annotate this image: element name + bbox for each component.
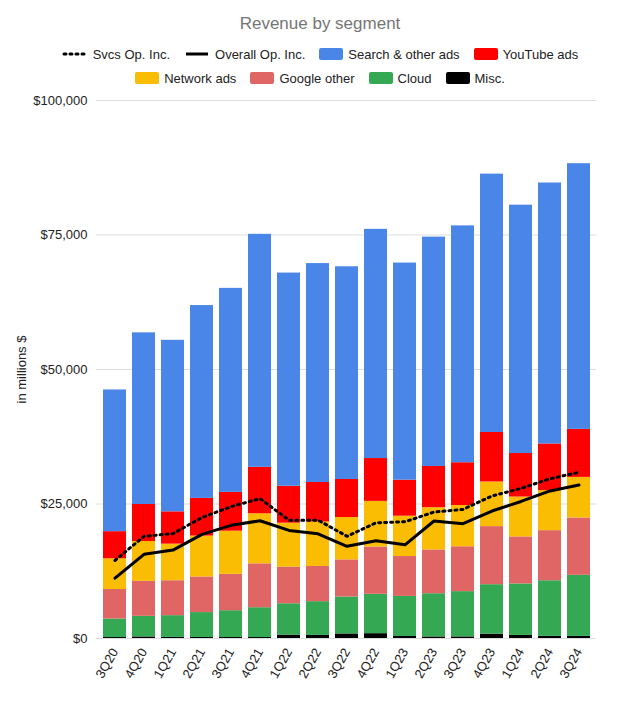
svg-text:1Q21: 1Q21 (150, 646, 179, 681)
svg-text:$0: $0 (73, 631, 87, 646)
svg-text:$50,000: $50,000 (41, 362, 88, 377)
html-text:Google other: Google other (279, 70, 355, 86)
svg-text:3Q20: 3Q20 (92, 646, 121, 681)
svg-text:3Q24: 3Q24 (556, 646, 585, 681)
svg-text:2Q23: 2Q23 (411, 646, 440, 681)
svg-text:3Q21: 3Q21 (208, 646, 237, 681)
svg-text:4Q22: 4Q22 (353, 646, 382, 681)
svg-text:2Q21: 2Q21 (179, 646, 208, 681)
svg-text:1Q23: 1Q23 (382, 646, 411, 681)
svg-text:in millions $: in millions $ (14, 335, 29, 404)
html-text:Overall Op. Inc.: Overall Op. Inc. (215, 46, 306, 62)
svg-text:$25,000: $25,000 (41, 496, 88, 511)
html-text:Search & other ads: Search & other ads (348, 46, 460, 62)
svg-text:2Q24: 2Q24 (527, 646, 556, 681)
svg-text:3Q23: 3Q23 (440, 646, 469, 681)
svg-text:2Q22: 2Q22 (295, 646, 324, 681)
svg-text:1Q24: 1Q24 (498, 646, 527, 681)
svg-text:4Q21: 4Q21 (237, 646, 266, 681)
html-text:Svcs Op. Inc.: Svcs Op. Inc. (92, 46, 170, 62)
html-text:Revenue by segment: Revenue by segment (239, 14, 401, 33)
html-text:Cloud: Cloud (397, 70, 432, 86)
svg-text:$100,000: $100,000 (33, 93, 87, 108)
svg-text:4Q23: 4Q23 (469, 646, 498, 681)
svg-text:$75,000: $75,000 (41, 227, 88, 242)
html-text:Network ads: Network ads (164, 70, 237, 86)
html-text:Misc.: Misc. (474, 70, 505, 86)
svg-text:4Q20: 4Q20 (121, 646, 150, 681)
svg-text:1Q22: 1Q22 (266, 646, 295, 681)
svg-text:3Q22: 3Q22 (324, 646, 353, 681)
html-text:YouTube ads: YouTube ads (502, 46, 579, 62)
